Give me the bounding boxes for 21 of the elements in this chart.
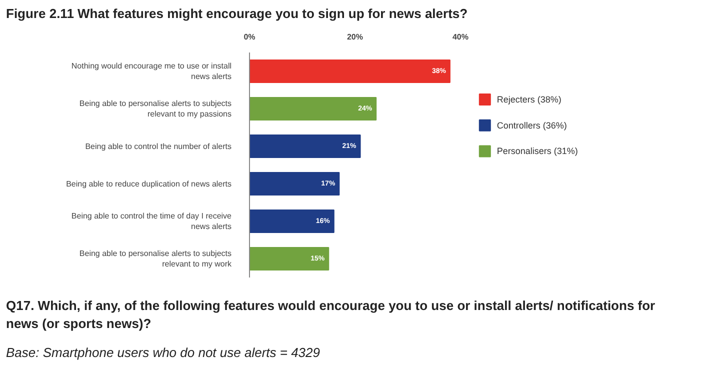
bar (250, 172, 340, 196)
y-tick-label: Being able to personalise alerts to subjects relevant to my passions (79, 98, 232, 118)
bar (250, 209, 334, 233)
y-tick-label: Being able to reduce duplication of news alerts (66, 178, 232, 188)
legend-label: Rejecters (38%) (496, 94, 562, 104)
chart-title: Figure 2.11 What features might encourage you to sign up for news alerts? (6, 5, 468, 23)
legend-label: Controllers (36%) (496, 120, 567, 130)
y-tick-label: Being able to personalise alerts to subjects relevant to my work (79, 248, 232, 268)
bar (250, 59, 450, 83)
y-tick-label: Being able to control the number of alerts (85, 141, 232, 150)
x-tick-label: 20% (346, 32, 364, 42)
bar (250, 134, 361, 158)
y-tick-label: Being able to control the time of day I receive news alerts (71, 210, 232, 231)
y-tick-label: Nothing would encourage me to use or install news alerts (71, 60, 232, 81)
legend-label: Personalisers (31%) (496, 146, 578, 156)
x-tick-label: 40% (452, 32, 469, 42)
bar (250, 246, 330, 270)
text: Base: Smartphone users who do not use alerts = 4329 (6, 344, 320, 362)
text: Q17. Which, if any, of the following features would encourage you to use or install alerts/ notifications for news (or sports news)? (6, 296, 656, 334)
bar (250, 96, 377, 120)
x-tick-label: 0% (244, 32, 256, 42)
